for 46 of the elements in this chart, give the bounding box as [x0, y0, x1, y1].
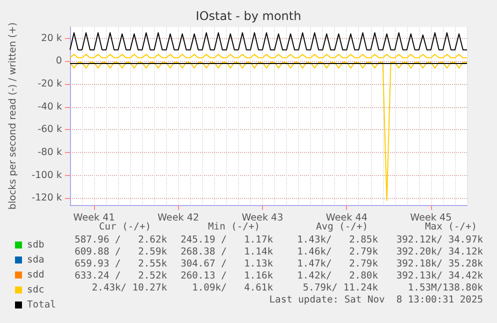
text: 392.12k/ 34.97k	[396, 234, 484, 246]
x-tick-label: Week 43	[242, 212, 284, 224]
text: 268.38 / 1.14k	[180, 246, 274, 258]
text: 1.46k/ 2.79k	[297, 246, 378, 258]
text: Min (-/+)	[208, 222, 260, 232]
chart-title: IOstat - by month	[196, 9, 302, 23]
x-tick-label: Week 41	[73, 212, 115, 224]
legend-label: sdd	[27, 270, 44, 280]
legend-label: sdc	[27, 284, 44, 296]
text: 1.47k/ 2.79k	[297, 258, 378, 270]
text: Max (-/+)	[425, 222, 477, 232]
y-tick-label: -120 k	[32, 192, 62, 204]
text: Avg (-/+)	[316, 222, 368, 232]
line-series	[70, 32, 468, 50]
text: 2.43k/ 10.27k	[92, 282, 168, 294]
legend-label: sdb	[27, 240, 45, 250]
text: Cur (-/+)	[99, 222, 151, 232]
text: 1.09k/ 4.61k	[192, 282, 274, 294]
y-axis-title: blocks per second read (-) / written (+)	[8, 22, 18, 210]
text: 609.88 / 2.59k	[74, 246, 168, 258]
y-tick-label: -20 k	[38, 78, 62, 90]
legend-label: sda	[27, 254, 44, 266]
text: 245.19 / 1.17k	[180, 234, 274, 246]
y-tick-label: -40 k	[38, 101, 62, 112]
text: 304.67 / 1.13k	[180, 258, 274, 270]
text: 392.13k/ 34.42k	[396, 270, 484, 282]
legend-label: Total	[27, 300, 56, 310]
x-tick-label: Week 45	[410, 212, 452, 224]
text: 392.18k/ 35.28k	[396, 258, 484, 270]
y-tick-label: -80 k	[38, 147, 62, 158]
x-tick-label: Week 44	[326, 212, 368, 224]
text: 587.96 / 2.62k	[74, 234, 168, 246]
text: 1.42k/ 2.80k	[297, 270, 378, 282]
text: 1.53M/138.80k	[408, 282, 484, 294]
text: 5.79k/ 11.24k	[302, 282, 378, 294]
y-tick-label: -100 k	[32, 170, 62, 181]
y-tick-label: -60 k	[38, 124, 62, 136]
text: Last update: Sat Nov 8 13:00:31 2025	[269, 294, 483, 306]
x-tick-label: Week 42	[158, 212, 200, 224]
text: 392.20k/ 34.12k	[396, 246, 484, 258]
text: 633.24 / 2.52k	[74, 270, 168, 282]
text: 260.13 / 1.16k	[180, 270, 274, 282]
text: 1.43k/ 2.85k	[297, 234, 378, 246]
text: 659.93 / 2.55k	[74, 258, 168, 270]
y-tick-label: 20 k	[41, 32, 62, 44]
y-tick-label: 0	[56, 56, 62, 67]
